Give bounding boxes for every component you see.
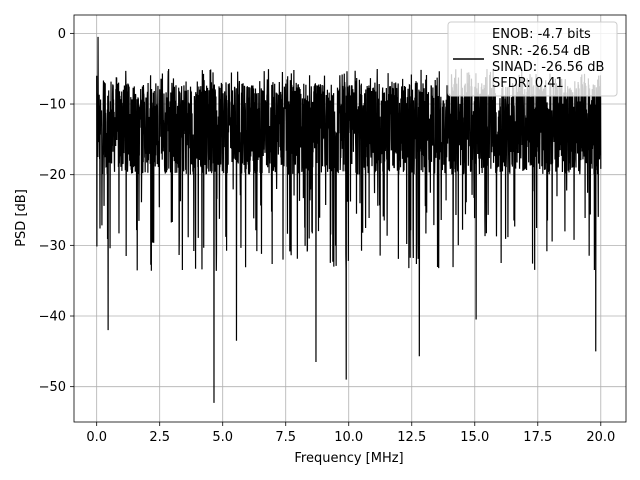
x-tick-label: 12.5 — [397, 430, 426, 445]
y-tick-label: −10 — [39, 98, 66, 113]
x-tick-label: 10.0 — [334, 430, 363, 445]
x-tick-label: 2.5 — [149, 430, 170, 445]
legend-entry-snr: SNR: -26.54 dB — [492, 44, 590, 59]
y-tick-label: −50 — [39, 380, 66, 395]
x-tick-label: 7.5 — [275, 430, 296, 445]
tick-labels: 0.0 2.5 5.0 7.5 10.0 12.5 15.0 17.5 20.0 0 −10 −20 −… — [39, 27, 616, 445]
psd-series-line — [96, 36, 602, 403]
x-tick-label: 5.0 — [212, 430, 233, 445]
x-tick-label: 17.5 — [523, 430, 552, 445]
y-tick-label: −30 — [39, 239, 66, 254]
legend: ENOB: -4.7 bits SNR: -26.54 dB SINAD: -2… — [447, 21, 618, 97]
x-tick-label: 20.0 — [586, 430, 615, 445]
legend-entry-sinad: SINAD: -26.56 dB — [492, 60, 604, 75]
x-axis-label: Frequency [MHz] — [294, 451, 403, 466]
legend-entry-sfdr: SFDR: 0.41 — [492, 76, 564, 91]
axes — [70, 14, 627, 426]
series-layer — [96, 36, 602, 403]
y-axis-label: PSD [dB] — [14, 189, 29, 247]
y-tick-label: −40 — [39, 310, 66, 325]
legend-box — [447, 21, 618, 97]
y-tick-label: −20 — [39, 168, 66, 183]
y-tick-label: 0 — [58, 27, 66, 42]
x-tick-label: 15.0 — [460, 430, 489, 445]
legend-entry-enob: ENOB: -4.7 bits — [492, 27, 591, 42]
x-tick-label: 0.0 — [86, 430, 107, 445]
plot-frame — [73, 14, 627, 423]
